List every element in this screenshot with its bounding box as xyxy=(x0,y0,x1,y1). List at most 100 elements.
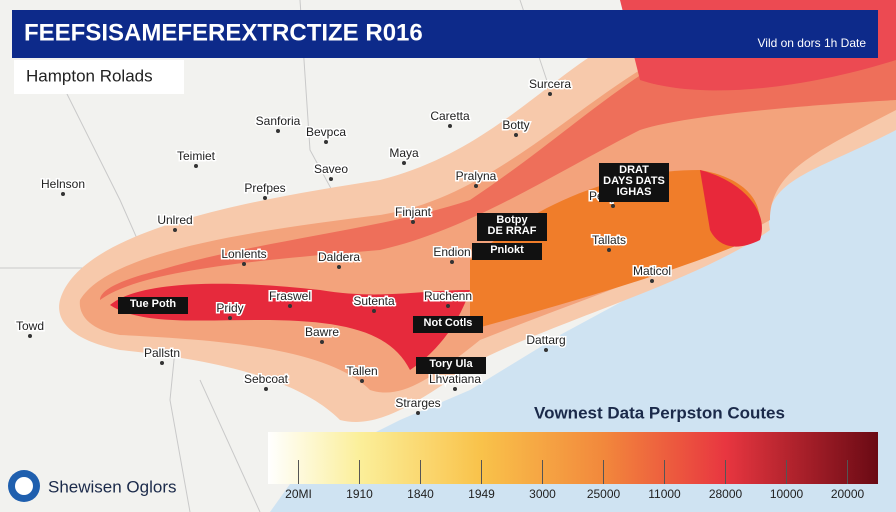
place-label: Lhvatiana xyxy=(429,372,481,386)
place-dot xyxy=(360,379,364,383)
place-dot xyxy=(61,192,65,196)
callout-text: IGHAS xyxy=(617,186,652,198)
place-label: Fraswel xyxy=(269,289,311,303)
place-label: Saveo xyxy=(314,162,348,176)
legend-label: 1949 xyxy=(468,487,495,501)
place-dot xyxy=(372,309,376,313)
place-dot xyxy=(194,164,198,168)
subtitle: Vild on dors 1h Date xyxy=(757,36,866,50)
legend-label: 20MI xyxy=(285,487,312,501)
region-label: Hampton Rolads xyxy=(26,66,153,85)
place-dot xyxy=(544,348,548,352)
place-dot xyxy=(650,279,654,283)
place-label: Bawre xyxy=(305,325,339,339)
place-dot xyxy=(288,304,292,308)
place-dot xyxy=(324,140,328,144)
place-label: Helnson xyxy=(41,177,85,191)
region-box xyxy=(14,60,184,94)
place-dot xyxy=(450,260,454,264)
place-dot xyxy=(402,161,406,165)
place-dot xyxy=(28,334,32,338)
legend-label: 1840 xyxy=(407,487,434,501)
place-dot xyxy=(320,340,324,344)
place-label: Bevpca xyxy=(306,125,346,139)
place-label: Surcera xyxy=(529,77,571,91)
callout-box xyxy=(413,316,483,333)
ocean xyxy=(270,120,896,512)
place-dot xyxy=(416,411,420,415)
place-dot xyxy=(263,196,267,200)
place-label: Tallats xyxy=(592,233,626,247)
place-label: Tallen xyxy=(346,364,377,378)
title: FEEFSISAMEFEREXTRCTIZE R016 xyxy=(24,19,423,46)
place-dot xyxy=(329,177,333,181)
callout-text: Tory Ula xyxy=(429,358,473,370)
legend-label: 28000 xyxy=(709,487,743,501)
place-dot xyxy=(611,204,615,208)
place-label: Teimiet xyxy=(177,149,216,163)
place-label: Lonlents xyxy=(221,247,266,261)
place-dot xyxy=(474,184,478,188)
legend-label: 11000 xyxy=(648,487,681,501)
place-label: Pallstn xyxy=(144,346,180,360)
place-dot xyxy=(607,248,611,252)
logo-inner xyxy=(15,477,33,495)
place-label: Prefpes xyxy=(244,181,285,195)
place-dot xyxy=(514,133,518,137)
callout-box xyxy=(416,357,486,374)
place-label: Pralyna xyxy=(456,169,497,183)
place-dot xyxy=(448,124,452,128)
place-label: Strarges xyxy=(395,396,440,410)
place-label: Ruchenn xyxy=(424,289,472,303)
place-label: Maticol xyxy=(633,264,671,278)
place-dot xyxy=(411,220,415,224)
legend-label: 25000 xyxy=(587,487,621,501)
callout-box xyxy=(599,163,669,202)
place-label: Finjant xyxy=(395,205,432,219)
place-label: Botty xyxy=(502,118,529,132)
place-dot xyxy=(160,361,164,365)
legend-ticks: 20MI 1910 1840 1949 3000 25000 11000 28000 10000… xyxy=(285,460,865,501)
place-label: Unlred xyxy=(157,213,192,227)
callout-text: Pnlokt xyxy=(490,244,524,256)
place-label: Caretta xyxy=(430,109,470,123)
place-dot xyxy=(276,129,280,133)
place-label: Sebcoat xyxy=(244,372,289,386)
legend-title: Vownest Data Perpston Coutes xyxy=(534,403,785,422)
callout-text: Not Cotls xyxy=(424,317,473,329)
place-dot xyxy=(228,316,232,320)
place-label: Maya xyxy=(389,146,419,160)
callout-box xyxy=(472,243,542,260)
legend-bar xyxy=(268,432,878,484)
legend-label: 20000 xyxy=(831,487,865,501)
place-label: Endion xyxy=(433,245,470,259)
callout-text: DRAT xyxy=(619,164,649,176)
callout-text: Botpy xyxy=(496,214,528,226)
place-dot xyxy=(453,387,457,391)
place-label: Sanforia xyxy=(256,114,301,128)
place-dot xyxy=(264,387,268,391)
place-dot xyxy=(173,228,177,232)
place-label: Pridy xyxy=(216,301,243,315)
place-label: Sutenta xyxy=(353,294,395,308)
place-label: Daldera xyxy=(318,250,360,264)
legend-label: 1910 xyxy=(346,487,373,501)
callout-text: DE RRAF xyxy=(488,225,537,237)
place-dot xyxy=(548,92,552,96)
legend-label: 10000 xyxy=(770,487,804,501)
legend-label: 3000 xyxy=(529,487,556,501)
place-label: Dattarg xyxy=(526,333,565,347)
callout-box xyxy=(477,213,547,241)
place-label: Towd xyxy=(16,319,44,333)
logo-text: Shewisen Oglors xyxy=(48,477,177,496)
place-dot xyxy=(446,304,450,308)
callout-box xyxy=(118,297,188,314)
callout-text: Tue Poth xyxy=(130,298,177,310)
place-dot xyxy=(337,265,341,269)
places: Surcera Sanforia Bevpca Caretta Botty Teimiet… xyxy=(14,76,673,415)
header-bar xyxy=(12,10,878,58)
place-dot xyxy=(242,262,246,266)
callout-text: DAYS DATS xyxy=(603,175,665,187)
